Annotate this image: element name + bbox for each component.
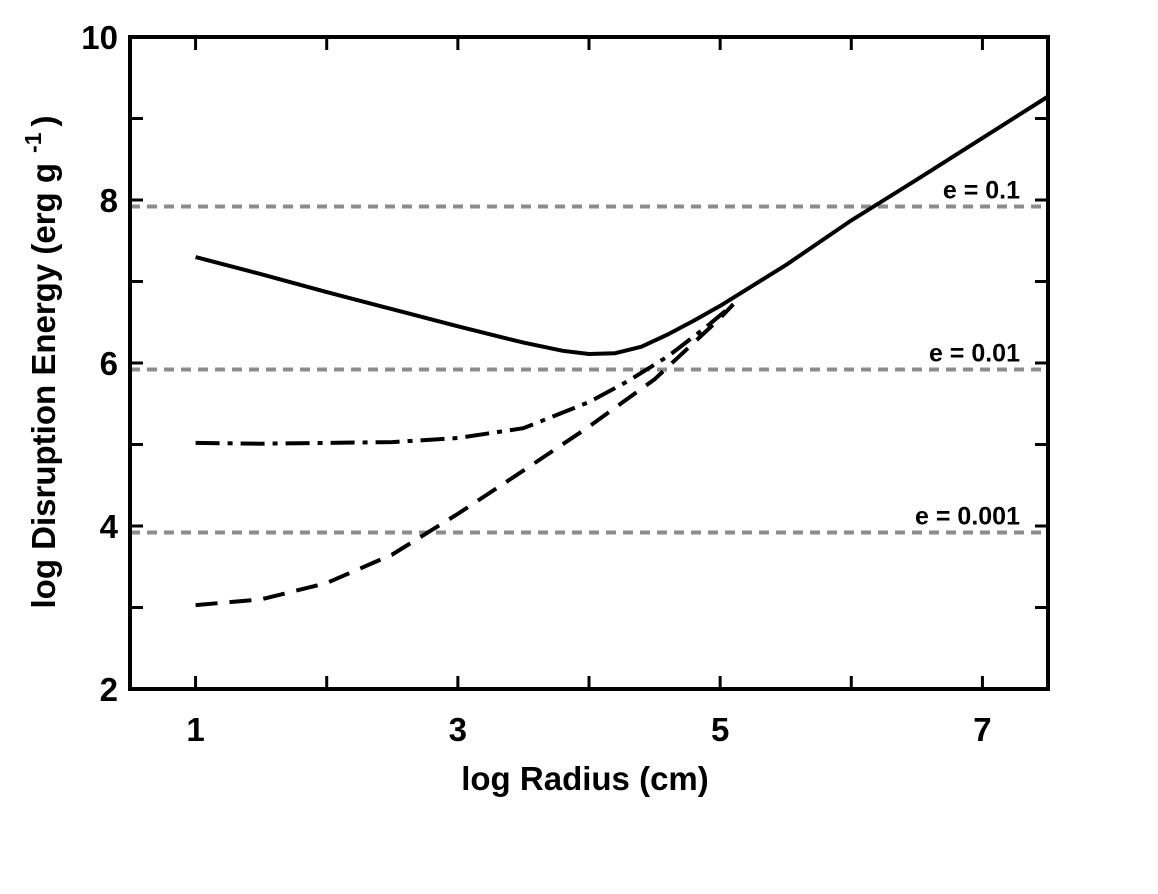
reference-lines <box>130 204 1048 535</box>
reference-label-1: e = 0.01 <box>929 340 1020 368</box>
y-tick-label: 2 <box>100 671 118 708</box>
y-tick-label: 6 <box>100 345 118 382</box>
x-axis-title: log Radius (cm) <box>461 760 709 797</box>
reference-label-0: e = 0.1 <box>943 177 1020 205</box>
y-tick-label: 4 <box>100 508 119 545</box>
x-tick-label: 1 <box>186 711 204 748</box>
data-series <box>195 94 1050 608</box>
x-tick-label: 7 <box>973 711 991 748</box>
tick-labels: 1 3 5 7 2 4 6 8 10 <box>81 19 991 748</box>
y-tick-label: 8 <box>100 182 118 219</box>
reference-labels: e = 0.1 e = 0.01 e = 0.001 <box>915 177 1020 531</box>
y-axis-title-superscript: -1 <box>20 132 46 153</box>
series-line-solid <box>195 94 1050 356</box>
series-line-dashed <box>195 302 735 608</box>
y-axis-title: log Disruption Energy (erg g -1) <box>20 116 62 609</box>
axis-ticks <box>130 35 1048 691</box>
plot-frame <box>128 35 1050 691</box>
y-axis-title-close: ) <box>25 116 62 127</box>
x-tick-label: 5 <box>711 711 729 748</box>
x-tick-label: 3 <box>449 711 467 748</box>
reference-label-2: e = 0.001 <box>915 503 1020 531</box>
y-axis-title-main: log Disruption Energy (erg g <box>25 163 62 609</box>
y-tick-label: 10 <box>81 19 118 56</box>
series-line-dashdot <box>195 302 735 446</box>
